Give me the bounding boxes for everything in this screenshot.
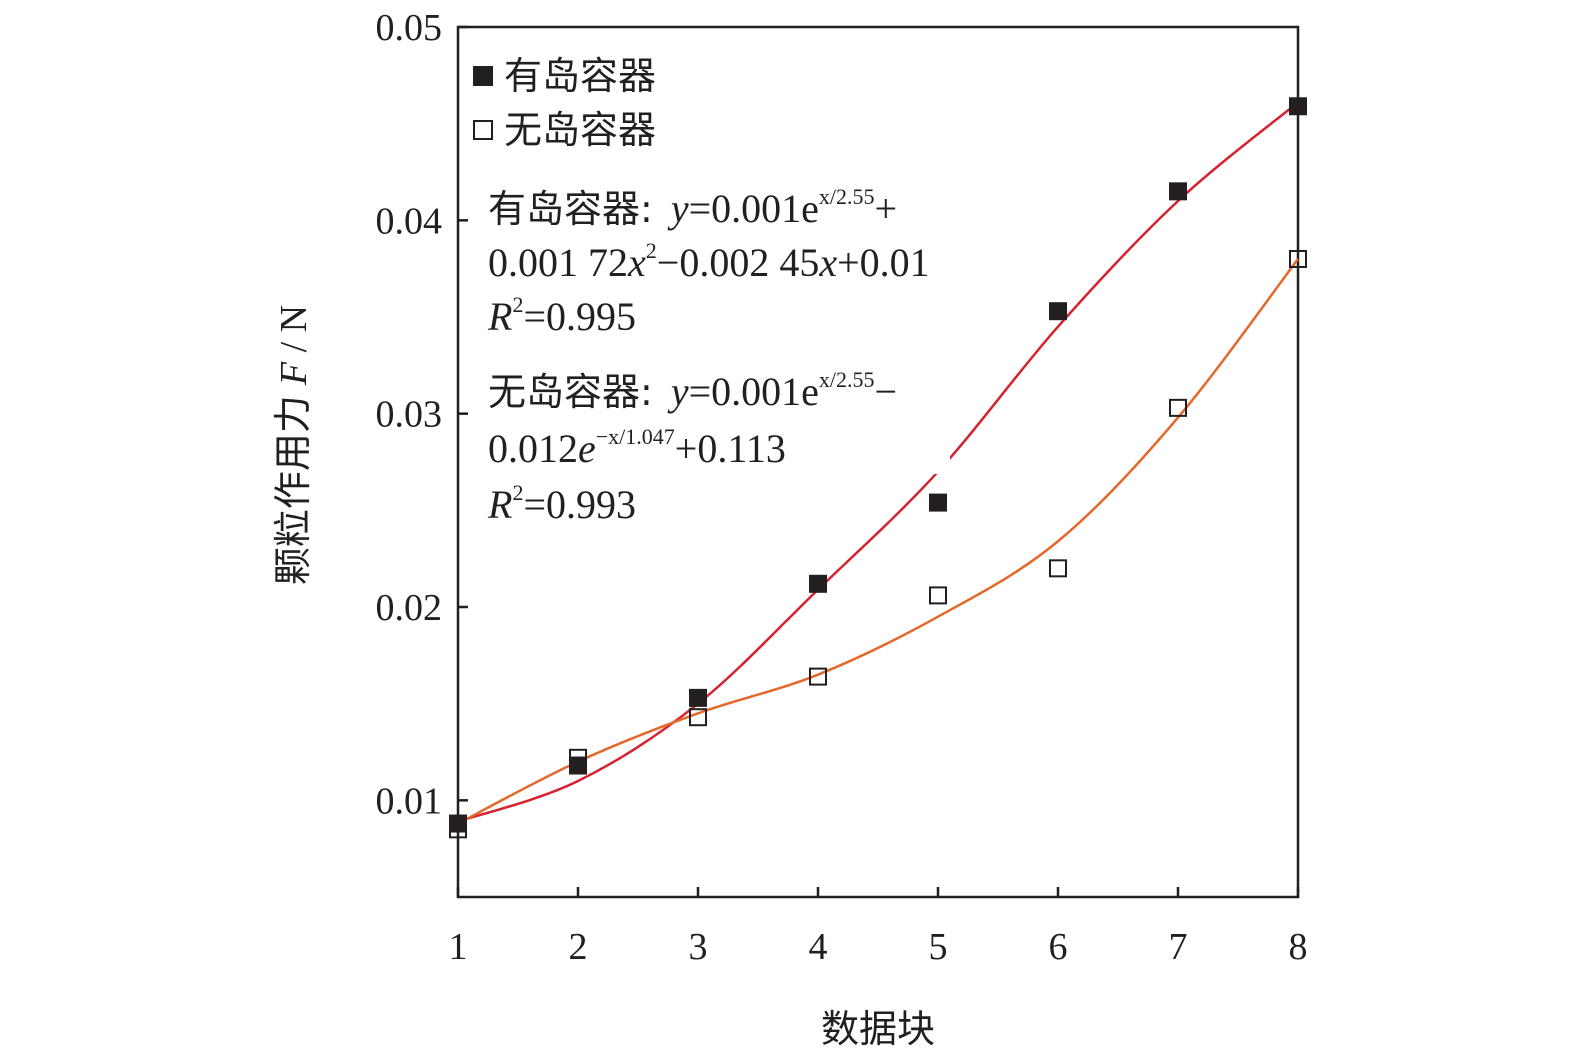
point-series-1 xyxy=(929,493,947,512)
point-series-2 xyxy=(1169,398,1187,417)
equation-annotations: 有岛容器: y=0.001ex/2.55+ 0.001 72x2−0.002 4… xyxy=(487,184,930,527)
y-tick-label: 0.01 xyxy=(376,780,443,822)
equation-2-line-1: 无岛容器: y=0.001ex/2.55− xyxy=(488,367,897,414)
point-series-1 xyxy=(689,688,707,707)
x-tick-label: 8 xyxy=(1289,926,1308,968)
plot-frame xyxy=(456,25,1300,899)
fit-curve-series-1 xyxy=(457,101,1299,823)
data-markers xyxy=(449,97,1307,839)
x-tick-label: 1 xyxy=(449,926,468,968)
legend-marker-hollow xyxy=(473,120,493,140)
y-tick-label: 0.03 xyxy=(376,394,443,436)
point-series-2 xyxy=(569,748,587,767)
legend: 有岛容器 无岛容器 xyxy=(473,54,656,152)
point-series-2 xyxy=(689,708,707,727)
point-series-1 xyxy=(809,574,827,593)
annotation-background xyxy=(920,448,950,474)
fit-curve-series-2 xyxy=(457,258,1299,825)
point-series-2 xyxy=(1049,559,1067,578)
legend-label-series-2: 无岛容器 xyxy=(504,108,656,152)
y-axis: 0.01 0.02 0.03 0.04 0.05 xyxy=(376,7,468,822)
equation-2-line-2: 0.012e−x/1.047+0.113 xyxy=(488,424,786,471)
y-tick-label: 0.02 xyxy=(376,587,443,629)
y-tick-label: 0.05 xyxy=(376,7,443,49)
y-axis-title: 颗粒作用力F / N xyxy=(271,305,315,585)
point-series-1 xyxy=(1049,302,1067,321)
point-series-1 xyxy=(1289,97,1307,116)
x-tick-label: 4 xyxy=(809,926,828,968)
point-series-2 xyxy=(929,586,947,605)
point-series-2 xyxy=(1289,250,1307,268)
x-tick-label: 2 xyxy=(569,926,588,968)
equation-1-r2: R2=0.995 xyxy=(487,292,636,339)
x-axis: 1 2 3 4 5 6 7 8 xyxy=(449,887,1308,968)
point-series-1 xyxy=(1169,182,1187,201)
x-tick-label: 6 xyxy=(1049,926,1068,968)
point-series-1 xyxy=(449,814,467,833)
equation-1-line-1: 有岛容器: y=0.001ex/2.55+ xyxy=(488,184,897,231)
legend-marker-filled xyxy=(473,66,493,86)
x-axis-title: 数据块 xyxy=(821,1007,935,1051)
fit-curves xyxy=(457,101,1299,825)
equation-1-line-2: 0.001 72x2−0.002 45x+0.01 xyxy=(488,238,930,285)
y-tick-label: 0.04 xyxy=(376,200,443,242)
point-series-2 xyxy=(449,820,467,839)
x-tick-label: 5 xyxy=(929,926,948,968)
legend-label-series-1: 有岛容器 xyxy=(504,54,656,98)
x-tick-label: 7 xyxy=(1169,926,1188,968)
equation-2-r2: R2=0.993 xyxy=(487,480,636,527)
x-tick-label: 3 xyxy=(689,926,708,968)
point-series-2 xyxy=(809,667,827,686)
